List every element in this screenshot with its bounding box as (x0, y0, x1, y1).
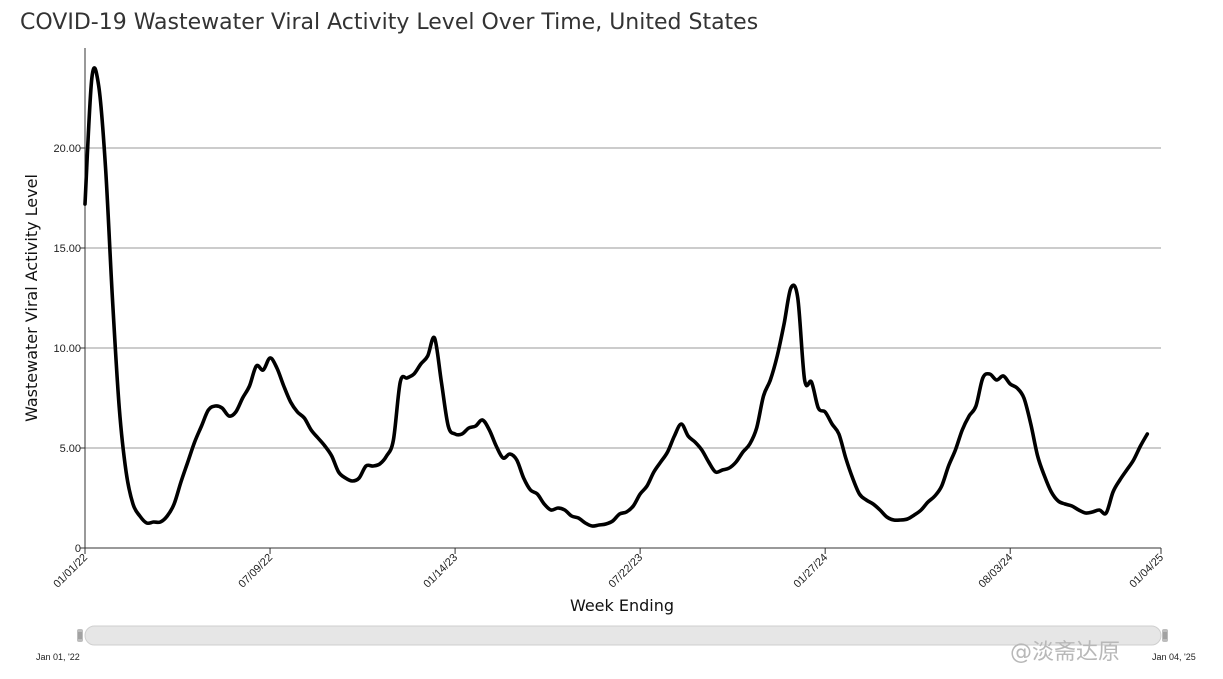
x-tick-label: 01/01/22 (51, 552, 90, 591)
y-axis-label: Wastewater Viral Activity Level (22, 174, 41, 422)
range-slider-right-handle[interactable] (1162, 629, 1168, 642)
series-layer (83, 66, 1150, 528)
y-tick-label: 20.00 (53, 143, 81, 155)
range-end-label: Jan 04, '25 (1152, 652, 1196, 662)
y-tick-label: 10.00 (53, 343, 81, 355)
range-slider-track[interactable] (84, 625, 1162, 646)
x-tick-label: 01/27/24 (792, 552, 831, 591)
x-tick-label: 01/04/25 (1127, 552, 1166, 591)
y-tick-label: 0 (75, 543, 81, 555)
watermark: @淡斋达原 (1010, 640, 1121, 665)
series-line-viral-activity (83, 66, 1150, 528)
y-tick-label: 15.00 (53, 243, 81, 255)
range-start-label: Jan 01, '22 (36, 652, 80, 662)
x-tick-label: 07/22/23 (606, 552, 645, 591)
range-slider[interactable] (77, 625, 1168, 646)
x-tick-label: 08/03/24 (977, 552, 1016, 591)
x-axis-label: Week Ending (570, 596, 674, 615)
axis-labels: Wastewater Viral Activity Level Week End… (22, 174, 674, 615)
axes: 0 5.00 10.00 15.00 20.00 01/01/22 07/09/22 01/1… (51, 48, 1166, 590)
chart-title: COVID-19 Wastewater Viral Activity Level… (20, 10, 759, 35)
range-slider-left-handle[interactable] (77, 629, 83, 642)
y-tick-label: 5.00 (60, 443, 81, 455)
grid-lines (85, 147, 1161, 449)
x-tick-label: 07/09/22 (236, 552, 275, 591)
x-tick-label: 01/14/23 (421, 552, 460, 591)
